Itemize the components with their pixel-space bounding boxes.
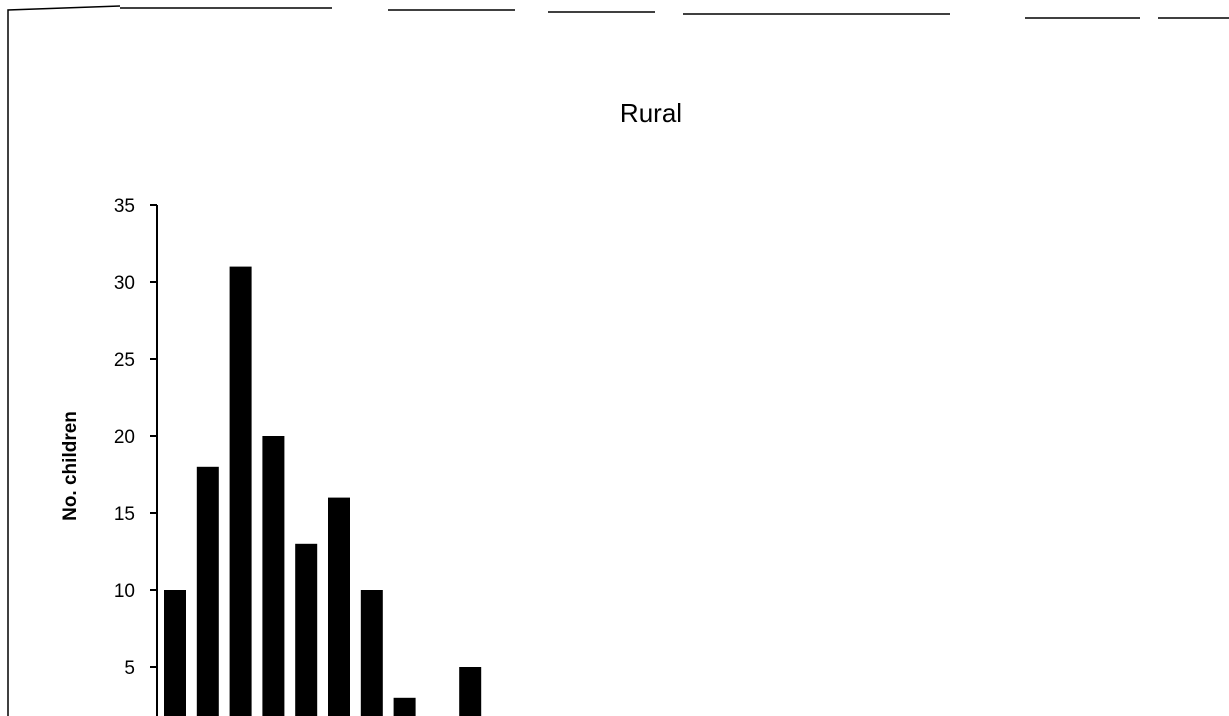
y-tick-label: 20 — [114, 427, 135, 448]
bar — [393, 697, 416, 716]
frame-left-top — [7, 5, 121, 716]
bar — [164, 590, 186, 716]
chart-title: Rural — [620, 98, 682, 128]
bar — [459, 667, 482, 716]
bar — [295, 543, 318, 716]
y-tick-label: 15 — [114, 504, 135, 525]
bar — [262, 436, 285, 716]
y-axis-label: No. children — [60, 411, 81, 521]
y-tick-label: 30 — [114, 273, 135, 294]
bar — [328, 497, 350, 716]
y-tick-label: 10 — [114, 581, 135, 602]
y-tick-label: 35 — [114, 196, 135, 217]
page-frame — [7, 5, 1229, 716]
bar-series — [164, 266, 482, 716]
y-tick-label: 25 — [114, 350, 135, 371]
bar — [229, 266, 252, 716]
y-tick-label: 5 — [124, 658, 135, 679]
y-axis-ticks: 5 10 15 20 25 30 35 — [114, 196, 157, 679]
bar — [196, 466, 219, 716]
bar — [360, 590, 383, 716]
